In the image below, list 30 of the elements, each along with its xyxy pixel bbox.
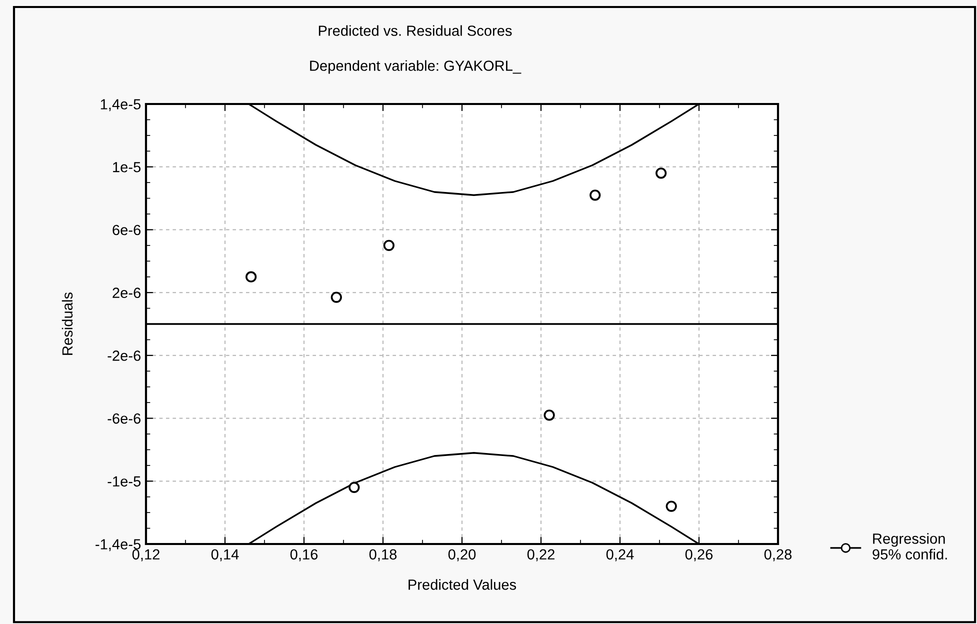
point (666, 500, 677, 512)
y-tick-label: -6e-6 (108, 413, 140, 424)
chart-title: Predicted vs. Residual Scores (318, 25, 512, 36)
x-tick-label: 0,18 (369, 549, 397, 562)
x-tick-label: 0,24 (606, 549, 634, 562)
point (383, 240, 394, 251)
y-tick-label: 1,4e-5 (100, 99, 141, 112)
legend-label: Regression 95% confid. (872, 533, 947, 560)
y-tick-label: -1e-5 (108, 476, 141, 487)
y-tick-label: -2e-6 (108, 350, 140, 361)
x-tick-label: 0,14 (211, 549, 239, 562)
y-tick-label: 2e-6 (112, 288, 140, 298)
chart-subtitle: Dependent variable: GYAKORL_ (310, 60, 522, 74)
point (656, 168, 667, 179)
y-tick-label: -1,4e-5 (96, 539, 141, 552)
x-tick-label: 0,16 (290, 549, 318, 562)
x-tick-label: 0,22 (527, 549, 554, 562)
x-tick-label: 0,28 (764, 549, 792, 562)
point (246, 271, 257, 282)
point (348, 482, 360, 493)
x-tick-label: 0,20 (448, 549, 476, 562)
point (330, 292, 342, 303)
x-tick-label: 0,12 (132, 549, 160, 562)
y-tick-label: 1e-5 (113, 162, 141, 172)
y-tick-label: 6e-6 (112, 224, 140, 236)
x-axis-title: Predicted Values (408, 579, 516, 590)
point (544, 410, 555, 421)
point (590, 190, 601, 201)
y-axis-title: Residuals (62, 292, 73, 355)
x-tick-label: 0,26 (685, 549, 713, 562)
